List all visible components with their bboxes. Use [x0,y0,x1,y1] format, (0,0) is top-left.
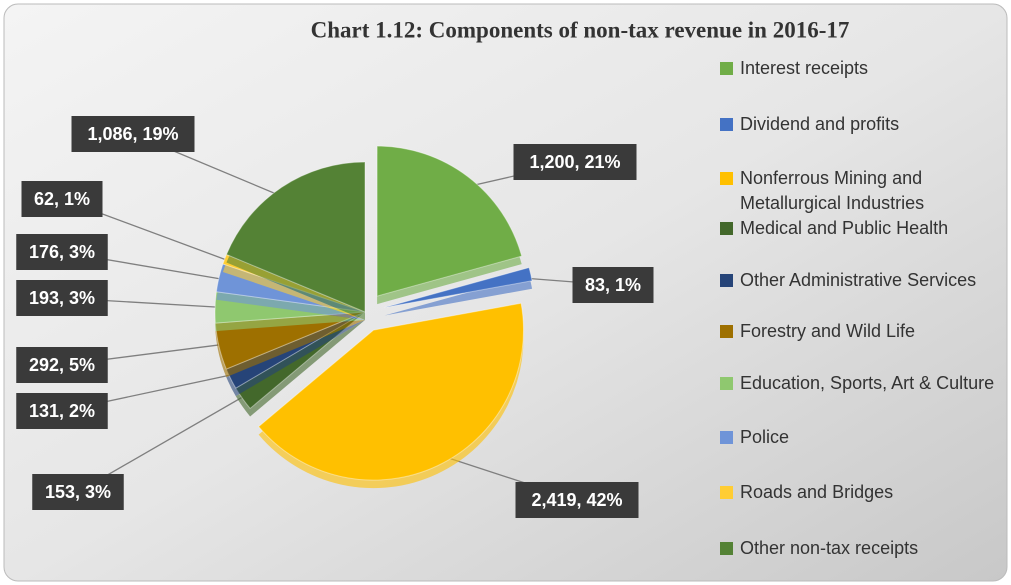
legend-item: Dividend and profits [720,112,1005,137]
data-label-box [16,347,108,383]
legend-label: Police [740,427,790,447]
data-label: 193, 3% [29,288,95,308]
legend-swatch [720,486,733,499]
data-label-box [515,482,639,518]
legend-label: Forestry and Wild Life [740,321,916,341]
data-label-box [16,393,108,429]
data-label-box [16,280,108,316]
legend-label: Interest receipts [740,58,869,78]
legend-swatch [720,172,733,185]
legend-item: Interest receipts [720,56,1005,81]
legend-label: Dividend and profits [740,114,900,134]
data-label-box [572,267,654,303]
data-label-box [513,144,637,180]
legend-swatch [720,274,733,287]
legend-item: Forestry and Wild Life [720,319,1005,344]
data-label-box [71,116,195,152]
slice [384,266,533,309]
slice [257,302,524,481]
data-label: 292, 5% [29,355,95,375]
data-label: 153, 3% [45,482,111,502]
slice-side [226,320,365,397]
data-label: 1,086, 19% [87,124,178,144]
legend-label: Roads and Bridges [740,482,894,502]
legend-item: Education, Sports, Art & Culture [720,371,1005,396]
legend-label: Other non-tax receipts [740,538,919,558]
data-label: 2,419, 42% [531,490,622,510]
chart-title: Chart 1.12: Components of non-tax revenu… [311,17,850,42]
legend-item: Other Administrative Services [720,268,1005,293]
slice [376,145,523,297]
legend-label: Medical and Public Health [740,218,949,238]
legend-label: Education, Sports, Art & Culture [740,373,995,393]
legend-swatch [720,62,733,75]
data-label: 176, 3% [29,242,95,262]
legend-label: Other Administrative Services [740,270,977,290]
legend-swatch [720,118,733,131]
legend-swatch [720,325,733,338]
slice [225,161,366,313]
legend-swatch [720,222,733,235]
legend-item: Medical and Public Health [720,216,1005,241]
legend-label: Nonferrous Mining and Metallurgical Indu… [740,168,925,213]
legend-item: Nonferrous Mining and Metallurgical Indu… [720,166,1005,216]
data-label: 1,200, 21% [529,152,620,172]
legend-swatch [720,431,733,444]
legend-item: Other non-tax receipts [720,536,1005,561]
legend-swatch [720,377,733,390]
slice-side [222,262,365,320]
data-label: 83, 1% [585,275,641,295]
data-label-box [32,474,124,510]
data-label-box [21,181,103,217]
legend-item: Roads and Bridges [720,480,1005,505]
legend-item: Police [720,425,1005,450]
data-label: 131, 2% [29,401,95,421]
legend-swatch [720,542,733,555]
data-label-box [16,234,108,270]
data-label: 62, 1% [34,189,90,209]
